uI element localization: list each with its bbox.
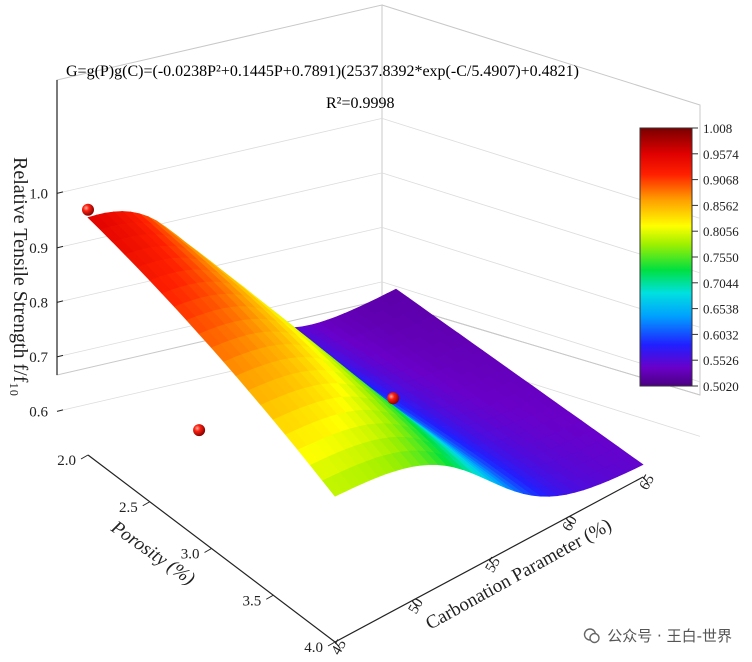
watermark: 公众号 · 王白-世界 [583, 625, 732, 646]
surface-patch [322, 476, 345, 497]
z-tick-mark [56, 300, 64, 303]
r-squared-text: R²=0.9998 [326, 95, 395, 112]
colorbar-tick-label: 0.9068 [703, 173, 739, 188]
x-tick-mark [80, 454, 89, 460]
x-tick-label: 2.5 [119, 500, 138, 516]
y-tick-label: 60 [560, 513, 581, 534]
colorbar-fill [639, 127, 693, 387]
data-point-marker [193, 424, 206, 437]
z-tick-mark [56, 409, 64, 412]
colorbar-tick-label: 0.5020 [703, 379, 739, 394]
z-tick-label: 0.8 [29, 295, 48, 311]
axis-ticks: 0.6 0.7 0.8 0.9 1.0 2.0 2.5 3.0 3.5 4.0 45 50 55 60 65 [29, 186, 658, 658]
x-tick-label: 4.0 [304, 640, 323, 656]
colorbar-tick-label: 0.7044 [703, 276, 739, 291]
colorbar-tick-label: 0.5526 [703, 353, 739, 368]
colorbar-tick-label: 0.6538 [703, 302, 739, 317]
y-tick-label: 45 [329, 637, 350, 658]
y-tick-label: 65 [637, 472, 658, 493]
colorbar-tick-label: 0.8056 [703, 224, 739, 239]
x-tick-mark [266, 594, 274, 600]
equation-text: G=g(P)g(C)=(-0.0238P²+0.1445P+0.7891)(25… [66, 63, 579, 80]
data-point-marker [82, 203, 94, 216]
x-tick-mark [327, 641, 336, 647]
z-tick-mark [56, 245, 64, 249]
colorbar-tick-label: 1.008 [703, 121, 732, 136]
y-tick-mark [488, 559, 495, 566]
y-tick-mark [565, 517, 572, 525]
x-tick-label: 2.0 [57, 453, 76, 469]
z-tick-label: 0.6 [29, 404, 48, 420]
y-tick-mark [334, 641, 341, 649]
colorbar: 1.008 0.9574 0.9068 0.8562 0.8056 0.7550 0.704… [639, 121, 739, 394]
z-tick-label: 0.9 [29, 241, 48, 257]
colorbar-tick-label: 0.6032 [703, 327, 739, 342]
z-tick-label: 1.0 [29, 186, 48, 202]
x-tick-mark [142, 501, 150, 507]
colorbar-tick-label: 0.9574 [703, 147, 739, 162]
z-tick-mark [56, 354, 64, 358]
x-tick-mark [204, 548, 212, 553]
colorbar-ticks: 1.008 0.9574 0.9068 0.8562 0.8056 0.7550 0.704… [692, 121, 739, 394]
y-tick-mark [411, 600, 418, 608]
y-tick-mark [642, 476, 649, 484]
wechat-icon [584, 627, 600, 643]
z-axis-label: Relative Tensile Strength f/f₁₀ [9, 157, 31, 396]
y-tick-label: 55 [483, 555, 504, 576]
gridline [56, 227, 383, 303]
z-tick-label: 0.7 [29, 350, 48, 366]
surface-mesh [87, 211, 644, 497]
watermark-text: 公众号 · 王白-世界 [607, 627, 732, 645]
y-axis-label: Carbonation Parameter (%) [422, 515, 615, 635]
colorbar-tick-label: 0.8562 [703, 198, 739, 213]
data-points [82, 203, 400, 437]
z-tick-mark [56, 191, 64, 194]
x-tick-label: 3.5 [243, 593, 262, 609]
gridline [56, 172, 383, 249]
data-point-marker [387, 392, 400, 405]
gridline [56, 118, 383, 194]
x-tick-label: 3.0 [181, 547, 200, 563]
y-tick-label: 50 [406, 596, 427, 617]
colorbar-tick-label: 0.7550 [703, 250, 739, 265]
